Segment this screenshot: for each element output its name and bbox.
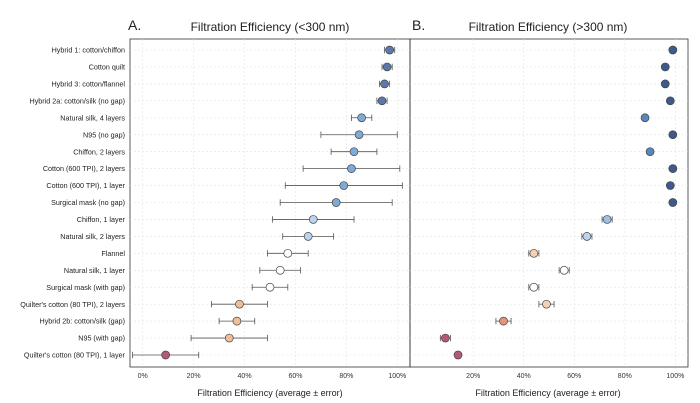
category-label: Quilter's cotton (80 TPI), 1 layer [24, 351, 126, 360]
panel-b-x-tick-label: 100% [666, 373, 684, 380]
panel-a-x-tick-label: 0% [138, 373, 148, 380]
panel-a-x-tick-label: 80% [339, 373, 353, 380]
panel-a-data-point [339, 181, 349, 190]
panel-a-data-point [161, 350, 170, 360]
panel-b-data-point [529, 248, 539, 258]
category-label: Hybrid 1: cotton/chiffon [52, 46, 125, 55]
panel-b-data-point [441, 333, 450, 343]
panel-a-data-point [275, 265, 285, 275]
category-label: Natural silk, 1 layer [64, 266, 126, 275]
panel-b-x-tick-label: 20% [466, 373, 480, 380]
panel-b-data-point [582, 232, 592, 241]
category-label: Chiffon, 2 layers [73, 147, 125, 156]
panel-a-x-axis-title: Filtration Efficiency (average ± error) [197, 388, 342, 398]
panel-b-x-axis-title: Filtration Efficiency (average ± error) [475, 388, 620, 398]
panel-a-data-point [385, 45, 394, 55]
panel-a-x-tick-label: 40% [238, 373, 252, 380]
panel-a-data-point [331, 198, 341, 207]
panel-b-data-point [559, 265, 569, 275]
panel-b-data-point [668, 130, 678, 140]
panel-a-letter: A. [128, 17, 141, 33]
panel-b-data-point [660, 62, 670, 72]
panel-a-x-tick-label: 100% [388, 373, 406, 380]
panel-b-data-point [645, 147, 655, 157]
panel-b-data-point [665, 96, 675, 106]
panel-b-x-tick-label: 60% [567, 373, 581, 380]
panel-b-data-point [668, 45, 678, 55]
panel-a-data-point [377, 96, 387, 106]
panel-b-letter: B. [412, 17, 425, 33]
panel-a-data-point [224, 333, 234, 343]
category-label: Natural silk, 4 layers [60, 113, 125, 122]
category-label: Cotton quilt [89, 63, 125, 72]
category-label: Cotton (600 TPI), 2 layers [43, 164, 126, 173]
panel-b-data-point [542, 299, 551, 309]
panel-b-data-point [640, 113, 650, 123]
panel-a-x-tick-label: 60% [288, 373, 302, 380]
category-label: Flannel [101, 249, 125, 258]
panel-a-data-point [303, 232, 313, 241]
panel-a-title: Filtration Efficiency (<300 nm) [191, 20, 350, 34]
panel-a-data-point [265, 282, 275, 292]
panel-b-data-point [660, 79, 670, 89]
panel-b-data-point [665, 181, 675, 190]
category-label: Cotton (600 TPI), 1 layer [46, 181, 125, 190]
panel-a-data-point [380, 79, 389, 89]
panel-b-title: Filtration Efficiency (>300 nm) [469, 20, 628, 34]
panel-b-x-tick-label: 80% [618, 373, 632, 380]
panel-a-data-point [347, 164, 356, 173]
category-label: Quilter's cotton (80 TPI), 2 layers [20, 300, 125, 309]
panel-b-data-point [453, 350, 463, 360]
panel-a: A. Filtration Efficiency (<300 nm) Filtr… [20, 17, 411, 398]
panel-b: B. Filtration Efficiency (>300 nm) Filtr… [409, 17, 689, 398]
category-label: Hybrid 3: cotton/flannel [51, 79, 125, 88]
panel-b-x-tick-label: 40% [517, 373, 531, 380]
panel-a-data-point [349, 147, 359, 157]
panel-a-data-point [235, 299, 244, 309]
category-label: Chiffon, 1 layer [77, 215, 126, 224]
category-label: Natural silk, 2 layers [60, 232, 125, 241]
category-label: N95 (with gap) [78, 334, 125, 343]
category-label: Hybrid 2b: cotton/silk (gap) [40, 317, 126, 326]
panel-a-data-point [308, 215, 318, 224]
panel-a-data-point [357, 113, 366, 123]
panel-b-data-point [529, 282, 539, 292]
category-label: N95 (no gap) [83, 130, 125, 139]
panel-a-plot-area [129, 38, 411, 368]
panel-a-x-tick-label: 20% [187, 373, 201, 380]
panel-b-data-point [499, 316, 508, 326]
category-label: Surgical mask (no gap) [51, 198, 125, 207]
panel-b-data-point [668, 164, 678, 173]
panel-a-data-point [283, 248, 293, 258]
panel-b-data-point [668, 198, 678, 207]
category-label: Surgical mask (with gap) [46, 283, 125, 292]
panel-a-data-point [382, 62, 392, 72]
category-label: Hybrid 2a: cotton/silk (no gap) [30, 96, 125, 105]
panel-a-data-point [232, 316, 242, 326]
panel-b-data-point [602, 215, 612, 224]
panel-b-plot-area [409, 38, 689, 368]
panel-a-data-point [354, 130, 364, 140]
